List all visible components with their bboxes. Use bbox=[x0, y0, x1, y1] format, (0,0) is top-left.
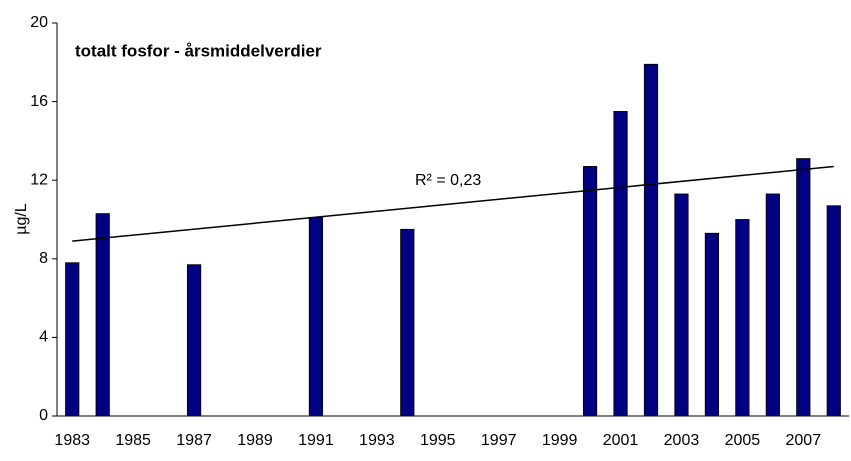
trendline-label: R² = 0,23 bbox=[415, 172, 481, 189]
trendline bbox=[72, 165, 834, 242]
bar bbox=[735, 219, 750, 417]
y-tick-label: 16 bbox=[30, 93, 48, 110]
x-tick-label: 1999 bbox=[542, 432, 578, 449]
x-tick-label: 2001 bbox=[603, 432, 639, 449]
bar bbox=[95, 213, 110, 417]
x-tick-label: 1989 bbox=[237, 432, 273, 449]
x-tick-label: 1993 bbox=[359, 432, 395, 449]
x-tick-label: 2003 bbox=[664, 432, 700, 449]
bar bbox=[704, 232, 720, 417]
chart-title: totalt fosfor - årsmiddelverdier bbox=[75, 41, 322, 60]
bar bbox=[765, 193, 780, 417]
y-tick-label: 8 bbox=[39, 250, 48, 267]
bar bbox=[65, 262, 80, 417]
y-tick-label: 20 bbox=[30, 14, 48, 31]
x-tick-label: 1991 bbox=[298, 432, 334, 449]
bar bbox=[582, 166, 598, 417]
x-tick-label: 1983 bbox=[54, 432, 90, 449]
y-tick-label: 4 bbox=[39, 329, 48, 346]
bar bbox=[400, 228, 415, 417]
bar bbox=[643, 63, 659, 417]
bar bbox=[308, 217, 324, 417]
bar bbox=[826, 205, 841, 417]
x-tick-label: 1997 bbox=[481, 432, 517, 449]
bar bbox=[796, 158, 811, 417]
y-tick-label: 0 bbox=[39, 407, 48, 424]
y-axis-label: µg/L bbox=[13, 203, 30, 235]
bar bbox=[674, 193, 689, 417]
bar bbox=[186, 264, 202, 417]
bar bbox=[613, 111, 628, 417]
x-tick-label: 1985 bbox=[115, 432, 151, 449]
y-tick-label: 12 bbox=[30, 171, 48, 188]
x-tick-label: 2005 bbox=[725, 432, 761, 449]
x-tick-label: 2007 bbox=[786, 432, 822, 449]
x-tick-label: 1995 bbox=[420, 432, 456, 449]
x-tick-label: 1987 bbox=[176, 432, 212, 449]
